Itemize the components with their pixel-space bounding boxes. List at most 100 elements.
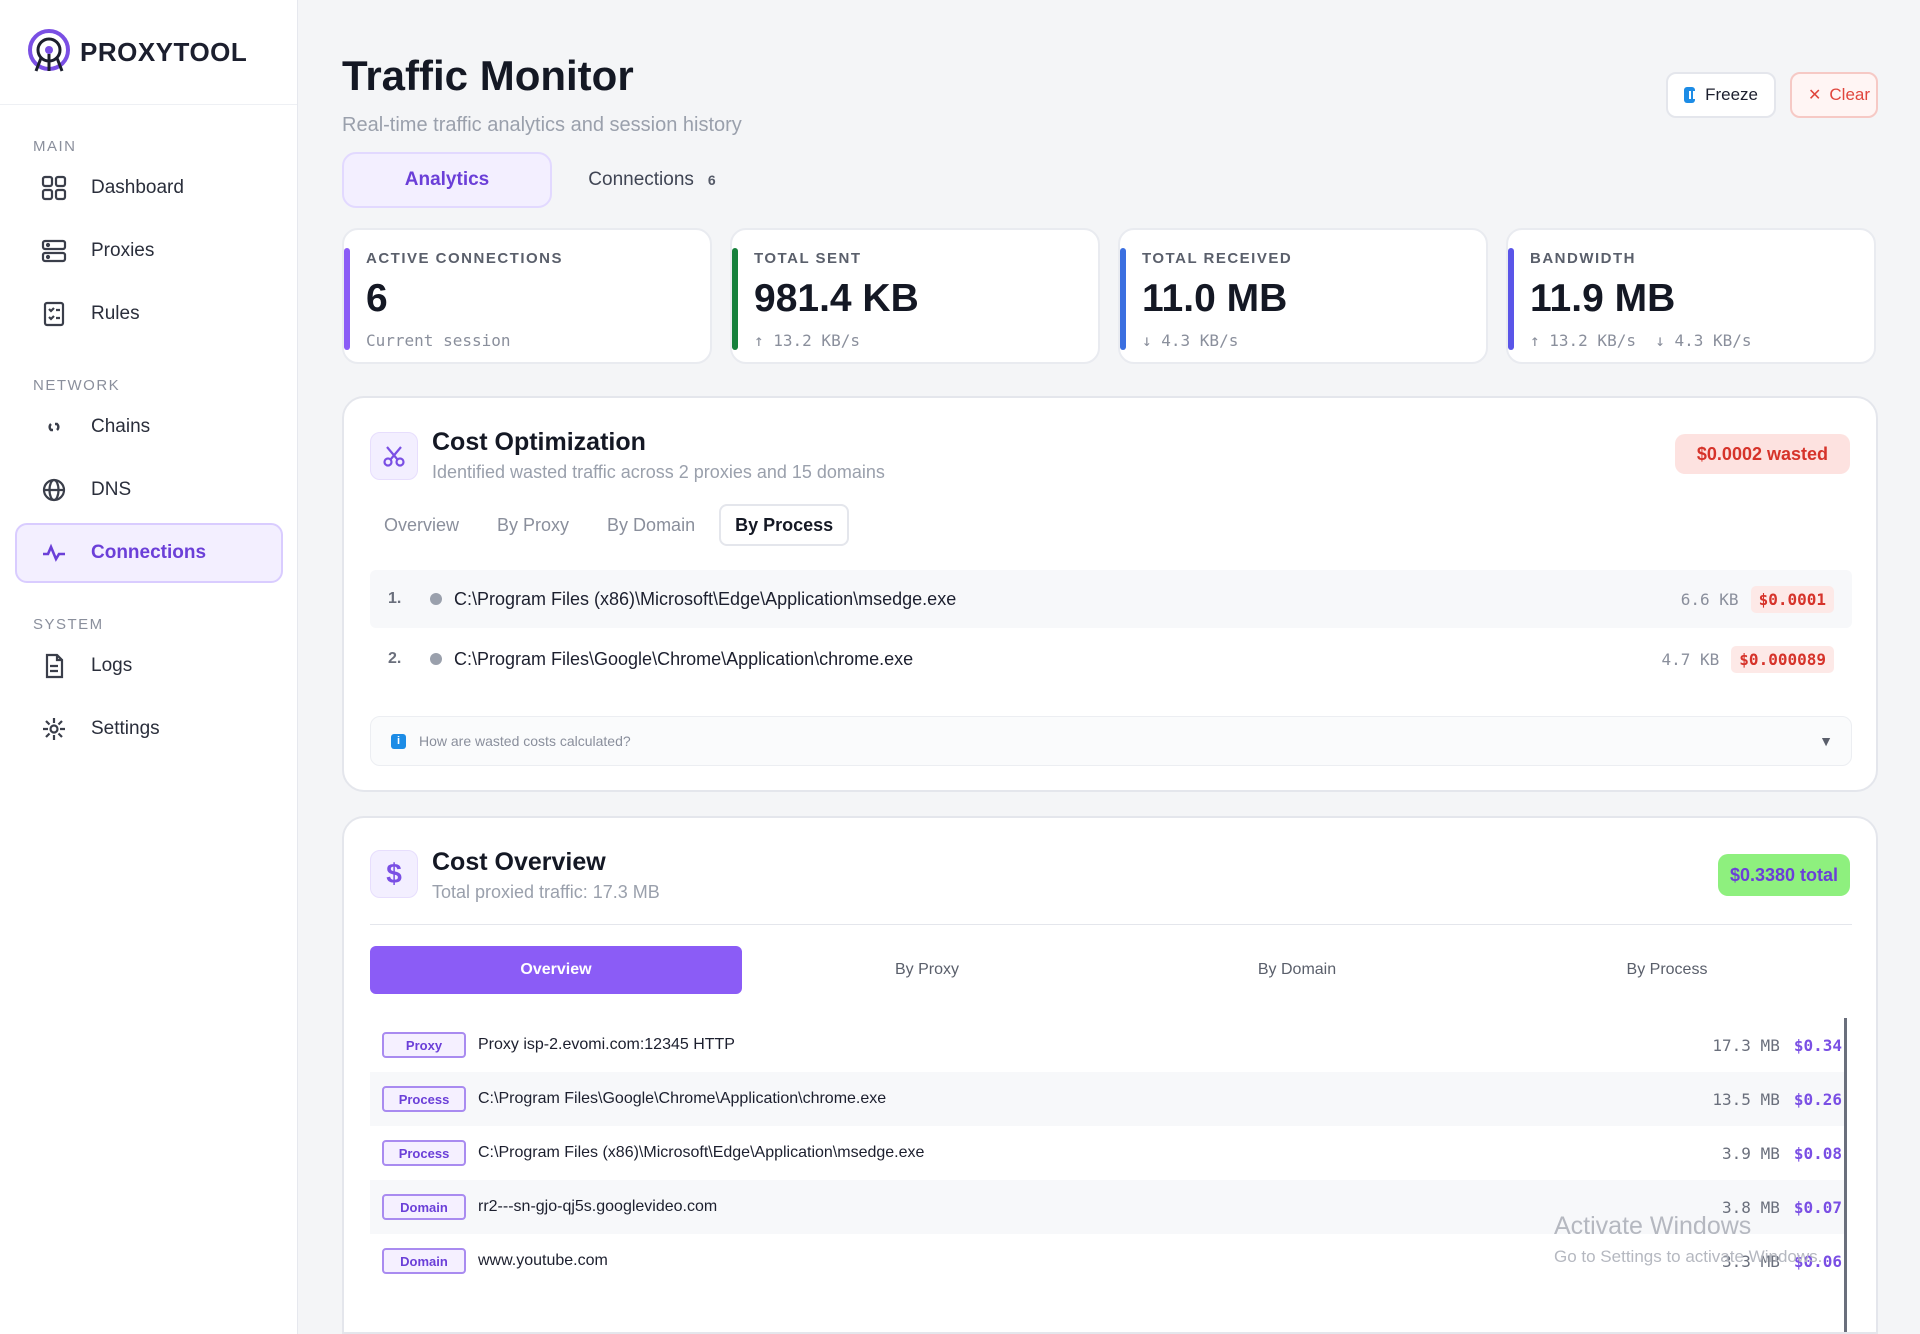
sidebar-item-label: Connections	[91, 542, 207, 563]
nav-section-system: SYSTEM	[33, 616, 104, 633]
sidebar-item-chains[interactable]: Chains	[15, 397, 283, 457]
sidebar-item-label: Chains	[91, 416, 151, 437]
row-cost: $0.06	[1793, 1251, 1842, 1271]
type-tag: Domain	[382, 1248, 466, 1274]
nav-section-network: NETWORK	[33, 377, 121, 394]
sidebar-item-dns[interactable]: DNS	[15, 460, 283, 520]
freeze-label: Freeze	[1705, 85, 1758, 104]
tab-label: Analytics	[404, 169, 490, 190]
stat-label: TOTAL SENT	[754, 250, 862, 267]
wasted-costs-info-toggle[interactable]: i How are wasted costs calculated? ▼	[370, 716, 1852, 766]
tab-by-process[interactable]: By Process	[1626, 961, 1708, 978]
list-item[interactable]: 2. C:\Program Files\Google\Chrome\Applic…	[370, 630, 1852, 688]
clear-label: Clear	[1829, 85, 1871, 104]
sidebar: PROXYTOOL MAIN Dashboard Proxies Rules N…	[0, 0, 298, 1334]
link-icon	[39, 412, 69, 442]
gear-icon	[39, 714, 69, 744]
cost-overview-tabs: Overview By Proxy By Domain By Process	[370, 946, 1852, 994]
stat-card-total-sent: TOTAL SENT 981.4 KB ↑ 13.2 KB/s	[730, 228, 1100, 364]
sidebar-item-label: Settings	[91, 718, 160, 739]
clear-button[interactable]: ✕ Clear	[1790, 72, 1878, 118]
row-name: rr2---sn-gjo-qj5s.googlevideo.com	[478, 1198, 718, 1215]
view-tabs: Analytics Connections 6	[342, 152, 752, 208]
row-size: 6.6 KB	[1680, 589, 1739, 609]
row-rank: 2.	[388, 650, 402, 667]
tab-analytics[interactable]: Analytics	[342, 152, 552, 208]
sidebar-item-logs[interactable]: Logs	[15, 636, 283, 696]
brand-name: PROXYTOOL	[80, 36, 248, 67]
stat-accent-bar	[344, 248, 350, 350]
tab-overview[interactable]: Overview	[370, 946, 742, 994]
panel-subtitle: Total proxied traffic: 17.3 MB	[432, 882, 660, 902]
sidebar-item-label: Proxies	[91, 240, 155, 261]
stat-card-bandwidth: BANDWIDTH 11.9 MB ↑ 13.2 KB/s ↓ 4.3 KB/s	[1506, 228, 1876, 364]
cost-overview-panel: $ Cost Overview Total proxied traffic: 1…	[342, 816, 1878, 1334]
stats-row: ACTIVE CONNECTIONS 6 Current session TOT…	[342, 228, 1876, 364]
panel-subtitle: Identified wasted traffic across 2 proxi…	[432, 462, 885, 482]
sidebar-item-rules[interactable]: Rules	[15, 284, 283, 344]
stat-sub: ↑ 13.2 KB/s	[754, 331, 860, 350]
type-tag: Process	[382, 1140, 466, 1166]
stat-label: ACTIVE CONNECTIONS	[366, 250, 564, 267]
type-tag: Proxy	[382, 1032, 466, 1058]
grid-icon	[39, 173, 69, 203]
row-size: 13.5 MB	[1712, 1089, 1780, 1109]
tab-by-domain[interactable]: By Domain	[1257, 961, 1337, 978]
stat-card-active-connections: ACTIVE CONNECTIONS 6 Current session	[342, 228, 712, 364]
scrollbar[interactable]	[1844, 1018, 1847, 1332]
activity-icon	[39, 538, 69, 568]
sidebar-item-proxies[interactable]: Proxies	[15, 221, 283, 281]
stat-accent-bar	[1120, 248, 1126, 350]
stat-accent-bar	[732, 248, 738, 350]
stat-value: 11.9 MB	[1530, 277, 1676, 320]
table-row[interactable]: Process C:\Program Files (x86)\Microsoft…	[370, 1126, 1844, 1180]
subtab-by-process[interactable]: By Process	[719, 504, 850, 546]
row-name: C:\Program Files\Google\Chrome\Applicati…	[478, 1090, 887, 1107]
panel-title: Cost Optimization	[432, 428, 646, 456]
table-row[interactable]: Process C:\Program Files\Google\Chrome\A…	[370, 1072, 1844, 1126]
stat-sub: ↓ 4.3 KB/s	[1142, 331, 1239, 350]
stat-value: 981.4 KB	[754, 277, 919, 320]
panel-title: Cost Overview	[432, 848, 606, 876]
row-cost: $0.0001	[1750, 585, 1834, 613]
process-path: C:\Program Files (x86)\Microsoft\Edge\Ap…	[454, 588, 957, 609]
globe-icon	[39, 475, 69, 505]
divider	[370, 924, 1852, 925]
freeze-button[interactable]: Freeze	[1666, 72, 1776, 118]
stat-value: 11.0 MB	[1142, 277, 1288, 320]
row-cost: $0.08	[1793, 1143, 1842, 1163]
subtab-overview[interactable]: Overview	[384, 514, 460, 535]
type-tag: Domain	[382, 1194, 466, 1220]
stat-label: TOTAL RECEIVED	[1142, 250, 1293, 267]
document-icon	[39, 651, 69, 681]
sidebar-item-label: Logs	[91, 655, 133, 676]
subtab-by-domain[interactable]: By Domain	[607, 514, 696, 535]
list-item[interactable]: 1. C:\Program Files (x86)\Microsoft\Edge…	[370, 570, 1852, 628]
tab-connections[interactable]: Connections 6	[552, 152, 752, 208]
total-badge: $0.3380 total	[1717, 854, 1850, 896]
wasted-badge: $0.0002 wasted	[1674, 434, 1850, 474]
watermark-subtitle: Go to Settings to activate Windows.	[1554, 1247, 1823, 1266]
sidebar-item-label: DNS	[91, 479, 132, 500]
sidebar-item-settings[interactable]: Settings	[15, 699, 283, 759]
row-cost: $0.34	[1793, 1035, 1842, 1055]
sidebar-item-dashboard[interactable]: Dashboard	[15, 158, 283, 218]
brand[interactable]: PROXYTOOL	[0, 0, 297, 105]
row-name: Proxy isp-2.evomi.com:12345 HTTP	[478, 1036, 735, 1053]
table-row[interactable]: Proxy Proxy isp-2.evomi.com:12345 HTTP 1…	[370, 1018, 1844, 1072]
table-row[interactable]: Domain rr2---sn-gjo-qj5s.googlevideo.com…	[370, 1180, 1844, 1234]
sidebar-item-connections[interactable]: Connections	[15, 523, 283, 583]
logo-icon	[28, 29, 70, 72]
activate-windows-watermark: Activate Windows Go to Settings to activ…	[1554, 1212, 1822, 1267]
stat-value: 6	[366, 277, 388, 320]
type-tag: Process	[382, 1086, 466, 1112]
status-dot	[430, 593, 442, 605]
stat-label: BANDWIDTH	[1530, 250, 1636, 267]
table-row[interactable]: Domain www.youtube.com 3.3 MB $0.06	[370, 1234, 1844, 1288]
subtab-by-proxy[interactable]: By Proxy	[497, 514, 570, 535]
stat-sub: ↑ 13.2 KB/s ↓ 4.3 KB/s	[1530, 331, 1752, 350]
row-cost: $0.000089	[1731, 645, 1834, 673]
connections-count-badge: 6	[707, 172, 716, 188]
page-subtitle: Real-time traffic analytics and session …	[342, 114, 742, 136]
tab-by-proxy[interactable]: By Proxy	[894, 961, 959, 978]
